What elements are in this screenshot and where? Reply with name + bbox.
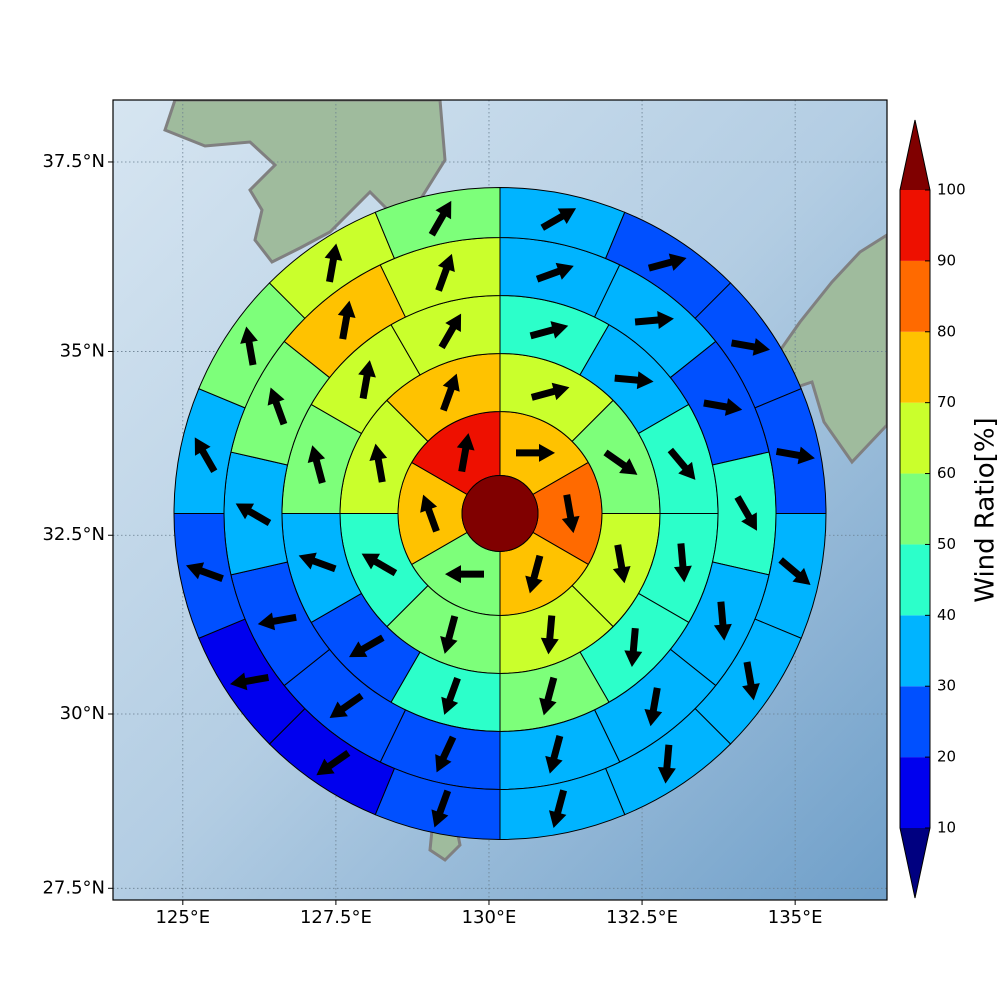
wind-arrow: [612, 544, 631, 584]
wind-arrow: [529, 321, 569, 340]
wind-arrow: [525, 554, 544, 594]
wind-arrow: [545, 735, 564, 774]
wind-arrow: [703, 398, 743, 416]
colorbar-segment: [900, 190, 930, 261]
wind-arrow: [775, 446, 815, 465]
x-tick-label: 125°E: [155, 907, 210, 928]
wind-arrow: [307, 445, 326, 484]
wind-arrow: [667, 447, 696, 480]
x-tick-label: 132.5°E: [606, 907, 678, 928]
colorbar-tick-label: 30: [937, 677, 956, 695]
y-tick-label: 27.5°N: [42, 877, 105, 898]
wind-arrow: [257, 612, 297, 631]
colorbar-tick-label: 50: [937, 535, 956, 553]
wind-arrow: [548, 789, 568, 829]
colorbar-extend-max: [900, 120, 930, 190]
wind-arrow: [730, 338, 770, 356]
wind-arrow: [235, 503, 272, 527]
colorbar: 10 20 30 40 50 60 70 80 90 100: [899, 119, 966, 899]
wind-arrow: [535, 262, 574, 283]
wind-arrow: [657, 744, 676, 784]
wind-arrow: [298, 552, 337, 573]
colorbar-segment: [900, 473, 930, 545]
y-tick-label: 30°N: [60, 703, 105, 724]
wind-arrow: [431, 789, 452, 828]
colorbar-segment: [900, 615, 930, 687]
wind-arrow: [673, 543, 692, 583]
colorbar-tick-label: 80: [937, 322, 956, 340]
colorbar-tick-label: 90: [937, 251, 956, 269]
wind-arrow: [369, 443, 388, 483]
colorbar-segment: [900, 544, 930, 616]
wind-arrow: [438, 313, 462, 350]
wind-arrow: [734, 495, 757, 531]
wind-arrow: [420, 494, 440, 533]
x-tick-label: 127.5°E: [300, 907, 372, 928]
wind-arrow: [644, 687, 663, 727]
wind-arrow: [194, 437, 218, 473]
wind-arrow: [778, 557, 811, 586]
wind-arrow: [329, 692, 364, 719]
wind-arrow: [349, 634, 385, 658]
wind-arrow: [742, 661, 760, 701]
wind-arrow: [435, 735, 457, 773]
colorbar-tick-label: 70: [937, 393, 956, 411]
colorbar-tick-label: 20: [937, 748, 956, 766]
colorbar-tick-label: 100: [937, 181, 966, 199]
wind-arrow: [539, 676, 558, 716]
wind-arrow: [440, 373, 460, 412]
wind-arrow: [614, 371, 654, 390]
colorbar-tick-label: 40: [937, 606, 956, 624]
wind-arrow: [603, 449, 638, 475]
wind-arrow: [435, 253, 455, 292]
korea: [163, 100, 447, 264]
colorbar-segment: [900, 757, 930, 828]
wind-arrow: [361, 553, 398, 577]
wind-arrow: [647, 253, 687, 272]
wind-arrow: [516, 443, 555, 462]
wind-arrow: [185, 562, 224, 582]
wind-arrow: [561, 494, 580, 534]
y-tick-label: 32.5°N: [42, 524, 105, 545]
colorbar-segment: [900, 331, 930, 403]
wind-arrow: [240, 326, 258, 366]
wind-arrow: [530, 382, 570, 401]
wind-arrow: [337, 300, 356, 340]
colorbar-segment: [900, 402, 930, 474]
wind-arrow: [713, 601, 732, 641]
y-tick-label: 35°N: [60, 340, 105, 361]
axes-frame: [112, 99, 888, 901]
wind-arrow: [624, 627, 643, 668]
wind-arrow: [428, 200, 452, 237]
wind-arrow: [440, 615, 459, 654]
wind-arrow: [634, 311, 674, 329]
y-tick-label: 37.5°N: [42, 151, 105, 172]
wind-arrow: [230, 672, 270, 691]
colorbar-label: Wind Ratio[%]: [971, 417, 1000, 602]
colorbar-tick-label: 10: [937, 819, 956, 837]
colorbar-tick-label: 60: [937, 464, 956, 482]
wind-arrow: [267, 387, 288, 426]
wind-arrow: [456, 433, 475, 473]
wind-arrow: [540, 208, 577, 231]
wind-arrow: [358, 360, 376, 400]
ticks: 125°E 127.5°E 130°E 132.5°E 135°E 27.5°N 30°N 3…: [42, 151, 822, 928]
center-disc: [461, 474, 539, 552]
wind-arrow: [316, 749, 351, 776]
x-tick-label: 130°E: [462, 907, 517, 928]
colorbar-segment: [900, 260, 930, 332]
colorbar-extend-min: [900, 828, 930, 898]
wind-arrow: [324, 243, 343, 283]
sectors: [173, 186, 827, 840]
colorbar-segment: [900, 686, 930, 758]
wind-arrow: [445, 565, 484, 584]
x-tick-label: 135°E: [768, 907, 823, 928]
wind-arrow: [441, 676, 461, 715]
wind-arrow: [540, 615, 559, 655]
